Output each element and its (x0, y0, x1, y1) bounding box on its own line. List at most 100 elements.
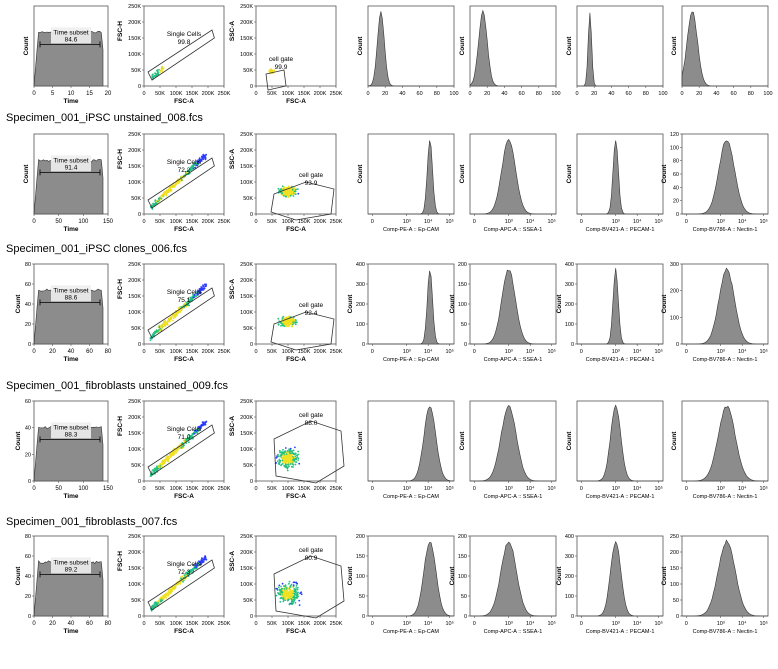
event-dot (288, 461, 291, 464)
event-dot (170, 456, 172, 458)
x-axis-label: Time (63, 356, 78, 363)
y-tick-label: 300 (356, 282, 365, 288)
x-tick-label: 100 (78, 219, 89, 225)
event-dot (284, 190, 286, 193)
plot-frame (255, 133, 337, 215)
y-tick-label: 100 (670, 145, 679, 151)
event-dot (296, 588, 299, 591)
y-tick-label: 200K (128, 278, 141, 284)
cell-gate-value: 92.4 (305, 310, 318, 317)
x-tick-label: 200K (202, 349, 215, 355)
y-axis-label: SSC-A (229, 416, 236, 437)
event-dot (290, 600, 293, 603)
y-tick-label: 50K (243, 598, 253, 604)
y-tick-label: 0 (362, 614, 365, 620)
y-tick-label: 50K (243, 463, 253, 469)
plot-frame (255, 400, 337, 482)
event-dot (292, 594, 294, 597)
y-axis-label: Count (15, 566, 22, 586)
x-tick-label: 150K (186, 219, 199, 225)
y-tick-label: 200K (240, 550, 253, 556)
y-tick-label: 100 (670, 315, 679, 321)
event-dot (281, 463, 284, 465)
gate-label-box (51, 422, 91, 439)
x-tick-label: 60 (731, 91, 737, 97)
y-axis-label: Count (347, 566, 354, 586)
event-dot (293, 588, 296, 591)
y-tick-label: 0 (464, 342, 467, 348)
event-dot (171, 184, 173, 187)
event-dot (199, 161, 201, 163)
event-dot (297, 595, 299, 598)
event-dot (281, 187, 284, 190)
plot-frame (255, 263, 337, 345)
x-tick-label: 10⁵ (759, 620, 767, 627)
x-tick-label: 150K (186, 621, 199, 627)
event-dot (281, 192, 283, 195)
x-tick-label: 80 (105, 621, 112, 627)
event-dot (159, 329, 162, 332)
event-dot (271, 69, 273, 72)
event-dot (289, 447, 292, 450)
single-cells-gate-value: 99.8 (178, 39, 191, 46)
event-dot (289, 322, 292, 325)
event-dot (291, 452, 293, 455)
event-dot (283, 325, 286, 328)
y-tick-label: 100K (240, 52, 253, 58)
marker-histogram-area (368, 270, 454, 345)
x-tick-label: 200K (314, 91, 327, 97)
event-dot (183, 303, 186, 305)
x-tick-label: 10³ (403, 621, 411, 627)
event-dot (172, 314, 175, 317)
y-axis-label: Count (671, 431, 678, 451)
x-tick-label: 10⁵ (759, 348, 767, 355)
y-axis-label: FSC-H (117, 21, 124, 41)
x-axis-label: FSC-A (174, 226, 194, 233)
event-dot (182, 580, 184, 583)
x-tick-label: 10⁴ (424, 348, 433, 355)
event-dot (167, 324, 169, 326)
event-dot (153, 602, 156, 604)
plot-frame (143, 535, 225, 617)
x-tick-label: 10⁴ (738, 348, 747, 355)
marker-histogram-area (368, 542, 455, 617)
x-axis-label: FSC-A (286, 356, 306, 363)
event-dot (201, 421, 204, 424)
y-tick-label: 50K (131, 68, 141, 74)
y-tick-label: 0 (571, 614, 574, 620)
x-tick-label: 100K (282, 91, 295, 97)
x-tick-label: 20 (49, 621, 56, 627)
event-dot (155, 602, 158, 605)
event-dot (189, 296, 192, 299)
event-dot (291, 456, 293, 459)
event-dot (154, 331, 157, 334)
event-dots (149, 153, 208, 210)
event-dot (201, 557, 203, 560)
x-tick-label: 80 (536, 91, 542, 97)
event-dot (298, 462, 301, 465)
x-tick-label: 250K (218, 486, 231, 492)
x-axis-label: FSC-A (174, 98, 194, 105)
y-axis-label: Count (15, 431, 22, 451)
y-axis-label: Count (459, 431, 466, 451)
single-cells-gate-value: 71.0 (178, 434, 191, 441)
event-dot (202, 289, 205, 291)
event-dot (172, 319, 174, 322)
y-axis-label: SSC-A (229, 279, 236, 300)
marker-axis-label: Comp-PE-A :: Ep-CAM (383, 227, 439, 233)
event-dot (170, 590, 173, 592)
event-dot (184, 170, 187, 173)
event-dot (293, 597, 296, 600)
plot-frame (143, 400, 225, 482)
y-tick-label: 200 (458, 262, 467, 268)
event-dot (199, 425, 202, 427)
y-tick-label: 150K (240, 36, 253, 42)
y-tick-label: 150K (240, 294, 253, 300)
y-axis-label: Count (566, 431, 573, 451)
x-tick-label: 200K (202, 486, 215, 492)
event-dot (192, 164, 195, 167)
time-gate-label: Time subset (53, 424, 88, 431)
x-tick-label: 10³ (403, 219, 411, 225)
y-tick-label: 100K (240, 180, 253, 186)
y-tick-label: 300 (670, 262, 679, 268)
